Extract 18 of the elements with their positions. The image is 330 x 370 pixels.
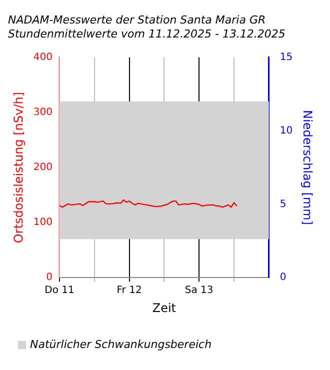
y-axis-title: Ortsdosisleistung [nSv/h] [11, 92, 26, 244]
y2-tick-label: 5 [280, 198, 286, 210]
y2-tick-label: 10 [280, 125, 293, 136]
y2-tick-label: 0 [280, 272, 286, 284]
x-tick-label: Sa 13 [184, 285, 214, 296]
y2-axis-title: Niederschlag [mm] [300, 110, 315, 225]
y2-tick-label: 15 [280, 52, 293, 63]
chart-subtitle: Stundenmittelwerte vom 11.12.2025 - 13.12.2025 [8, 28, 286, 41]
y-tick-label: 400 [33, 52, 52, 63]
y-tick-label: 300 [33, 107, 52, 118]
x-tick-label: Do 11 [44, 285, 74, 296]
y-tick-label: 0 [46, 272, 52, 284]
chart-title: NADAM-Messwerte der Station Santa Maria GR [8, 13, 266, 26]
x-tick-label: Fr 12 [116, 285, 142, 296]
x-axis-title: Zeit [152, 300, 176, 315]
y-tick-label: 200 [33, 162, 52, 174]
legend-label: Natürlicher Schwankungsbereich [30, 338, 212, 351]
y-tick-label: 100 [33, 217, 52, 228]
